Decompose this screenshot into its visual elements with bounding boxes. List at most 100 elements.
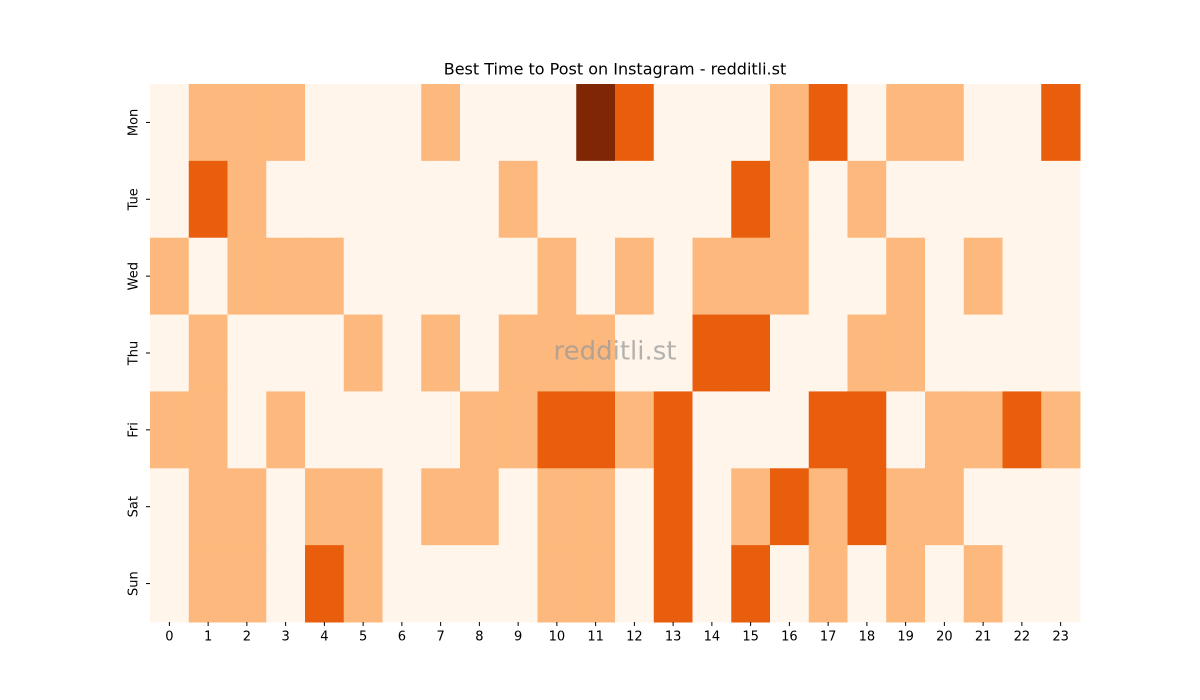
heat-cell	[460, 468, 500, 546]
heat-cell	[576, 391, 616, 469]
x-tick-label: 15	[742, 630, 759, 645]
heat-cell	[963, 391, 1003, 469]
heat-cell	[886, 468, 926, 546]
heat-cell	[692, 237, 732, 316]
heat-cell	[537, 545, 577, 623]
heat-cell	[498, 237, 538, 316]
heat-cell	[576, 468, 616, 546]
heat-cell	[150, 391, 190, 469]
heat-cell	[305, 84, 345, 162]
heat-cell	[343, 84, 383, 162]
x-tick-label: 23	[1052, 630, 1069, 645]
heat-cell	[925, 314, 965, 392]
heat-cell	[305, 545, 345, 623]
heat-cell	[576, 160, 616, 239]
x-tick-label: 13	[665, 630, 682, 645]
heat-cell	[460, 160, 500, 239]
y-tick-label: Wed	[127, 262, 142, 290]
heat-cell	[615, 314, 655, 392]
heat-cell	[266, 237, 306, 316]
heat-cell	[1002, 84, 1042, 162]
heat-cell	[886, 545, 926, 623]
x-tick-label: 10	[549, 630, 566, 645]
heat-cell	[692, 545, 732, 623]
heat-cell	[731, 237, 771, 316]
x-tick-label: 22	[1014, 630, 1031, 645]
heat-cell	[576, 84, 616, 162]
heat-cell	[963, 237, 1003, 316]
heat-cell	[886, 314, 926, 392]
heat-cell	[847, 160, 887, 239]
heat-cell	[537, 160, 577, 239]
heat-cell	[1002, 160, 1042, 239]
heat-cell	[382, 237, 422, 316]
heat-cell	[925, 468, 965, 546]
heat-cell	[227, 160, 267, 239]
heat-cell	[653, 391, 693, 469]
heat-cell	[1002, 391, 1042, 469]
x-tick-label: 7	[436, 630, 444, 645]
heatmap	[150, 84, 1081, 623]
x-tick-label: 0	[165, 630, 173, 645]
heat-cell	[770, 160, 810, 239]
heat-cell	[1041, 314, 1081, 392]
heat-cell	[925, 160, 965, 239]
heat-cell	[808, 84, 848, 162]
heat-cell	[808, 160, 848, 239]
x-tick-label: 12	[626, 630, 643, 645]
heat-cell	[227, 391, 267, 469]
x-tick-label: 3	[281, 630, 289, 645]
x-tick-label: 16	[781, 630, 798, 645]
heat-cell	[227, 545, 267, 623]
heat-cell	[188, 314, 228, 392]
heat-cell	[498, 545, 538, 623]
heat-cell	[460, 391, 500, 469]
heat-cell	[150, 468, 190, 546]
heat-cell	[382, 84, 422, 162]
heat-cell	[1002, 314, 1042, 392]
heat-cell	[847, 237, 887, 316]
x-tick-label: 2	[243, 630, 251, 645]
heat-cell	[382, 468, 422, 546]
heat-cell	[653, 545, 693, 623]
heat-cell	[1002, 468, 1042, 546]
heat-cell	[150, 237, 190, 316]
heat-cell	[963, 314, 1003, 392]
heat-cell	[305, 160, 345, 239]
heat-cell	[886, 84, 926, 162]
x-tick-label: 21	[975, 630, 992, 645]
heat-cell	[498, 468, 538, 546]
heat-cell	[305, 314, 345, 392]
heat-cell	[1041, 160, 1081, 239]
heat-cell	[343, 314, 383, 392]
heat-cell	[227, 314, 267, 392]
heat-cell	[343, 160, 383, 239]
heat-cell	[266, 160, 306, 239]
heat-cell	[188, 160, 228, 239]
heat-cell	[343, 545, 383, 623]
heat-cell	[1041, 391, 1081, 469]
heat-cell	[847, 314, 887, 392]
heat-cell	[188, 391, 228, 469]
heat-cell	[460, 314, 500, 392]
heat-cell	[305, 468, 345, 546]
heat-cell	[770, 391, 810, 469]
x-tick-label: 11	[587, 630, 604, 645]
x-tick-label: 19	[897, 630, 914, 645]
heat-cell	[963, 160, 1003, 239]
heat-cell	[498, 160, 538, 239]
heat-cell	[731, 468, 771, 546]
heat-cell	[731, 314, 771, 392]
heat-cell	[188, 545, 228, 623]
heat-cell	[421, 545, 461, 623]
chart-title: Best Time to Post on Instagram - redditl…	[444, 60, 787, 79]
heat-cell	[227, 468, 267, 546]
heat-cell	[731, 391, 771, 469]
heat-cell	[421, 314, 461, 392]
x-tick-label: 9	[514, 630, 522, 645]
heat-cell	[963, 468, 1003, 546]
heat-cell	[382, 160, 422, 239]
heat-cell	[498, 84, 538, 162]
heat-cell	[653, 468, 693, 546]
heat-cell	[886, 391, 926, 469]
